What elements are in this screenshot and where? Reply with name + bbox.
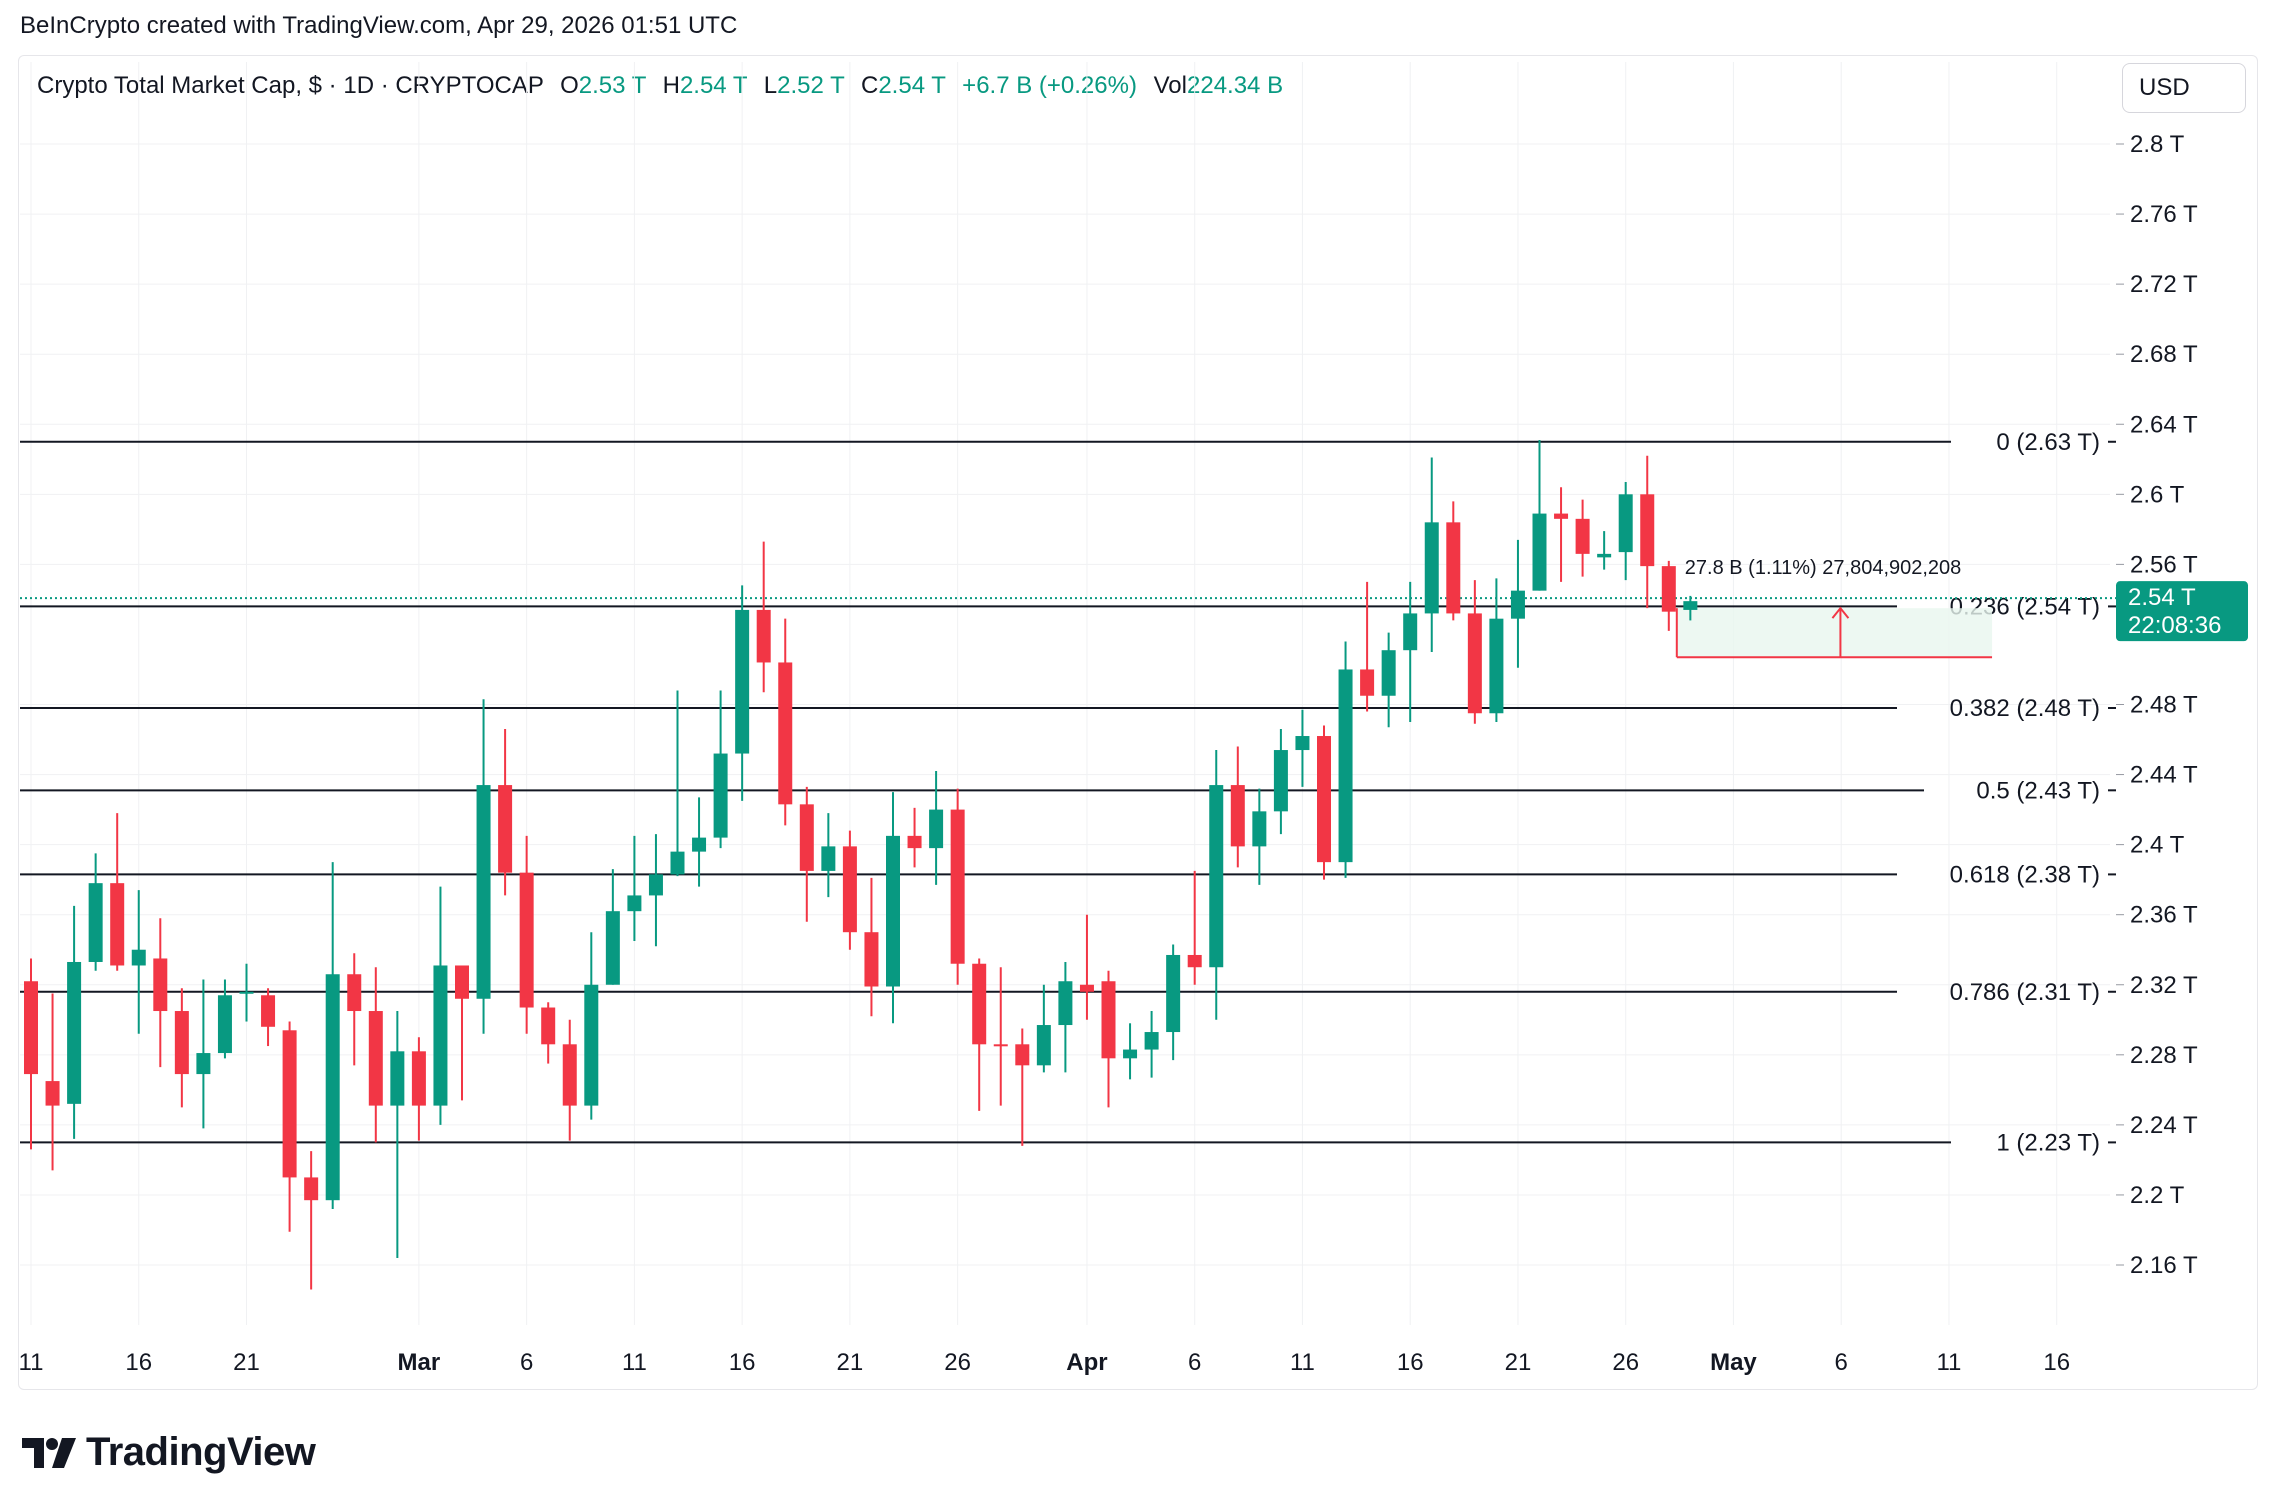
high-label: H bbox=[662, 72, 680, 99]
volume-value: 224.34 B bbox=[1187, 72, 1284, 99]
low-value: 2.52 T bbox=[777, 72, 845, 99]
open-value: 2.53 T bbox=[578, 72, 646, 99]
open-label: O bbox=[560, 72, 579, 99]
volume-label: Vol bbox=[1153, 72, 1187, 99]
tradingview-logo[interactable]: TradingView bbox=[22, 1430, 316, 1475]
chart-attribution: BeInCrypto created with TradingView.com,… bbox=[20, 12, 738, 39]
chart-frame bbox=[18, 55, 2258, 1390]
symbol-legend: Crypto Total Market Cap, $ · 1D · CRYPTO… bbox=[37, 72, 1283, 100]
tradingview-brand: TradingView bbox=[86, 1430, 316, 1474]
close-label: C bbox=[860, 72, 879, 99]
low-label: L bbox=[763, 72, 778, 99]
close-value: 2.54 T bbox=[878, 72, 946, 99]
tradingview-logo-icon bbox=[22, 1437, 76, 1468]
currency-button[interactable]: USD bbox=[2122, 63, 2246, 113]
high-value: 2.54 T bbox=[679, 72, 748, 99]
change-value: +6.7 B (+0.26%) bbox=[962, 72, 1137, 99]
symbol-title: Crypto Total Market Cap, $ · 1D · CRYPTO… bbox=[37, 72, 544, 99]
